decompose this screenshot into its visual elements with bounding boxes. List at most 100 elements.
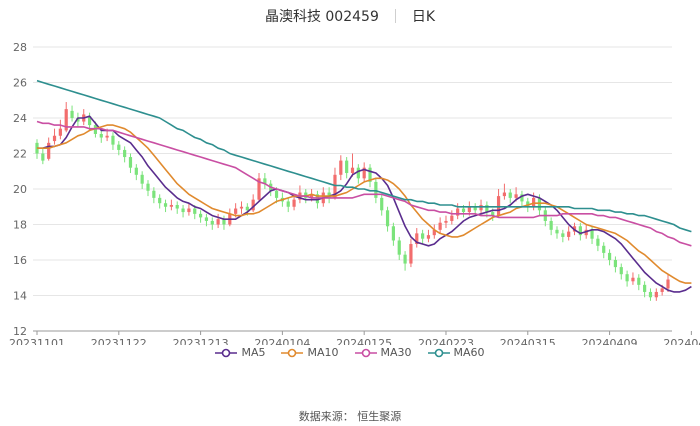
- y-tick-label: 22: [13, 148, 27, 161]
- candle-body: [555, 229, 559, 234]
- candle-body: [292, 199, 296, 207]
- candle-body: [339, 160, 343, 175]
- candle-body: [607, 252, 612, 260]
- candle-body: [152, 190, 156, 198]
- candle-body: [426, 235, 431, 239]
- series-line-ma5: [37, 115, 692, 293]
- candle-body: [41, 153, 45, 161]
- x-tick-label: 20240223: [418, 337, 474, 345]
- candle-body: [105, 135, 109, 138]
- candle-body: [123, 149, 127, 158]
- candle-body: [216, 219, 220, 225]
- candle-body: [479, 204, 483, 211]
- candle-body: [356, 167, 360, 179]
- candle-body: [64, 109, 68, 131]
- candle-body: [596, 238, 600, 246]
- candle-body: [274, 190, 279, 198]
- candle-body: [304, 192, 308, 198]
- candle-body: [461, 208, 466, 213]
- candle-body: [187, 208, 191, 213]
- candle-body: [637, 277, 641, 285]
- candle-body: [117, 144, 121, 150]
- candle-body: [198, 213, 203, 218]
- candle-body: [584, 229, 588, 236]
- legend-label: MA60: [453, 346, 485, 359]
- candle-body: [444, 220, 448, 223]
- candle-body: [128, 157, 133, 168]
- candle-body: [239, 206, 244, 209]
- legend: MA5 MA10 MA30 MA60: [0, 346, 700, 361]
- legend-marker-icon: [281, 348, 304, 357]
- period-label: 日K: [411, 9, 436, 25]
- candle-body: [52, 135, 57, 142]
- candle-body: [526, 201, 530, 207]
- stock-name-code: 晶澳科技 002459: [264, 9, 379, 25]
- series-line-ma10: [37, 124, 692, 284]
- candle-body: [158, 197, 162, 204]
- x-tick-label: 20231213: [173, 337, 229, 345]
- candle-body: [368, 167, 372, 182]
- candle-body: [70, 110, 74, 118]
- candle-body: [140, 174, 144, 184]
- x-tick-label: 20240409: [582, 337, 638, 345]
- candle-body: [134, 167, 138, 175]
- legend-item-ma30[interactable]: MA30: [354, 346, 412, 359]
- legend-label: MA30: [380, 346, 412, 359]
- series-line-ma30: [36, 120, 692, 247]
- candle-body: [561, 233, 565, 237]
- x-tick-label: 20231122: [91, 337, 147, 345]
- candle-body: [87, 116, 92, 126]
- candle-body: [590, 229, 594, 239]
- candle-body: [660, 288, 664, 292]
- candle-body: [222, 219, 226, 225]
- candle-body: [450, 215, 454, 221]
- candle-body: [234, 208, 238, 214]
- y-tick-label: 16: [13, 254, 27, 267]
- x-tick-label: 20240104: [254, 337, 310, 345]
- candle-body: [613, 260, 618, 268]
- candle-body: [619, 267, 623, 275]
- legend-item-ma10[interactable]: MA10: [281, 346, 339, 359]
- series-line-ma60: [36, 79, 692, 233]
- candle-body: [76, 118, 80, 122]
- candle-body: [532, 197, 536, 207]
- candle-body: [245, 206, 249, 211]
- candle-body: [473, 206, 477, 211]
- candle-body: [93, 125, 98, 134]
- candle-body: [485, 204, 489, 213]
- candle-body: [643, 284, 647, 292]
- candle-body: [380, 197, 384, 211]
- y-tick-label: 28: [13, 41, 27, 54]
- candle-body: [537, 197, 542, 211]
- candle-body: [491, 212, 495, 216]
- candle-body: [397, 240, 401, 255]
- candle-body: [310, 194, 314, 198]
- candle-body: [204, 217, 209, 221]
- candle-body: [362, 167, 366, 179]
- legend-label: MA5: [241, 346, 266, 359]
- candle-body: [520, 194, 524, 202]
- candle-body: [578, 226, 582, 236]
- candle-body: [193, 208, 197, 214]
- y-tick-label: 18: [13, 219, 27, 232]
- candle-body: [210, 220, 214, 225]
- legend-item-ma60[interactable]: MA60: [427, 346, 485, 359]
- candle-body: [549, 220, 553, 230]
- candle-body: [47, 142, 51, 159]
- candle-body: [175, 204, 179, 209]
- candle-body: [111, 135, 115, 145]
- candle-body: [456, 208, 460, 216]
- candle-body: [602, 245, 606, 253]
- candle-body: [286, 201, 290, 207]
- legend-item-ma5[interactable]: MA5: [215, 346, 265, 359]
- candle-body: [403, 254, 407, 264]
- candle-body: [163, 203, 168, 207]
- x-tick-label: 20240429: [663, 337, 700, 345]
- y-tick-label: 12: [13, 325, 27, 338]
- candle-body: [467, 206, 471, 213]
- candle-body: [58, 128, 62, 136]
- candle-body: [315, 194, 320, 204]
- candle-body: [567, 231, 571, 237]
- candle-body: [654, 291, 658, 298]
